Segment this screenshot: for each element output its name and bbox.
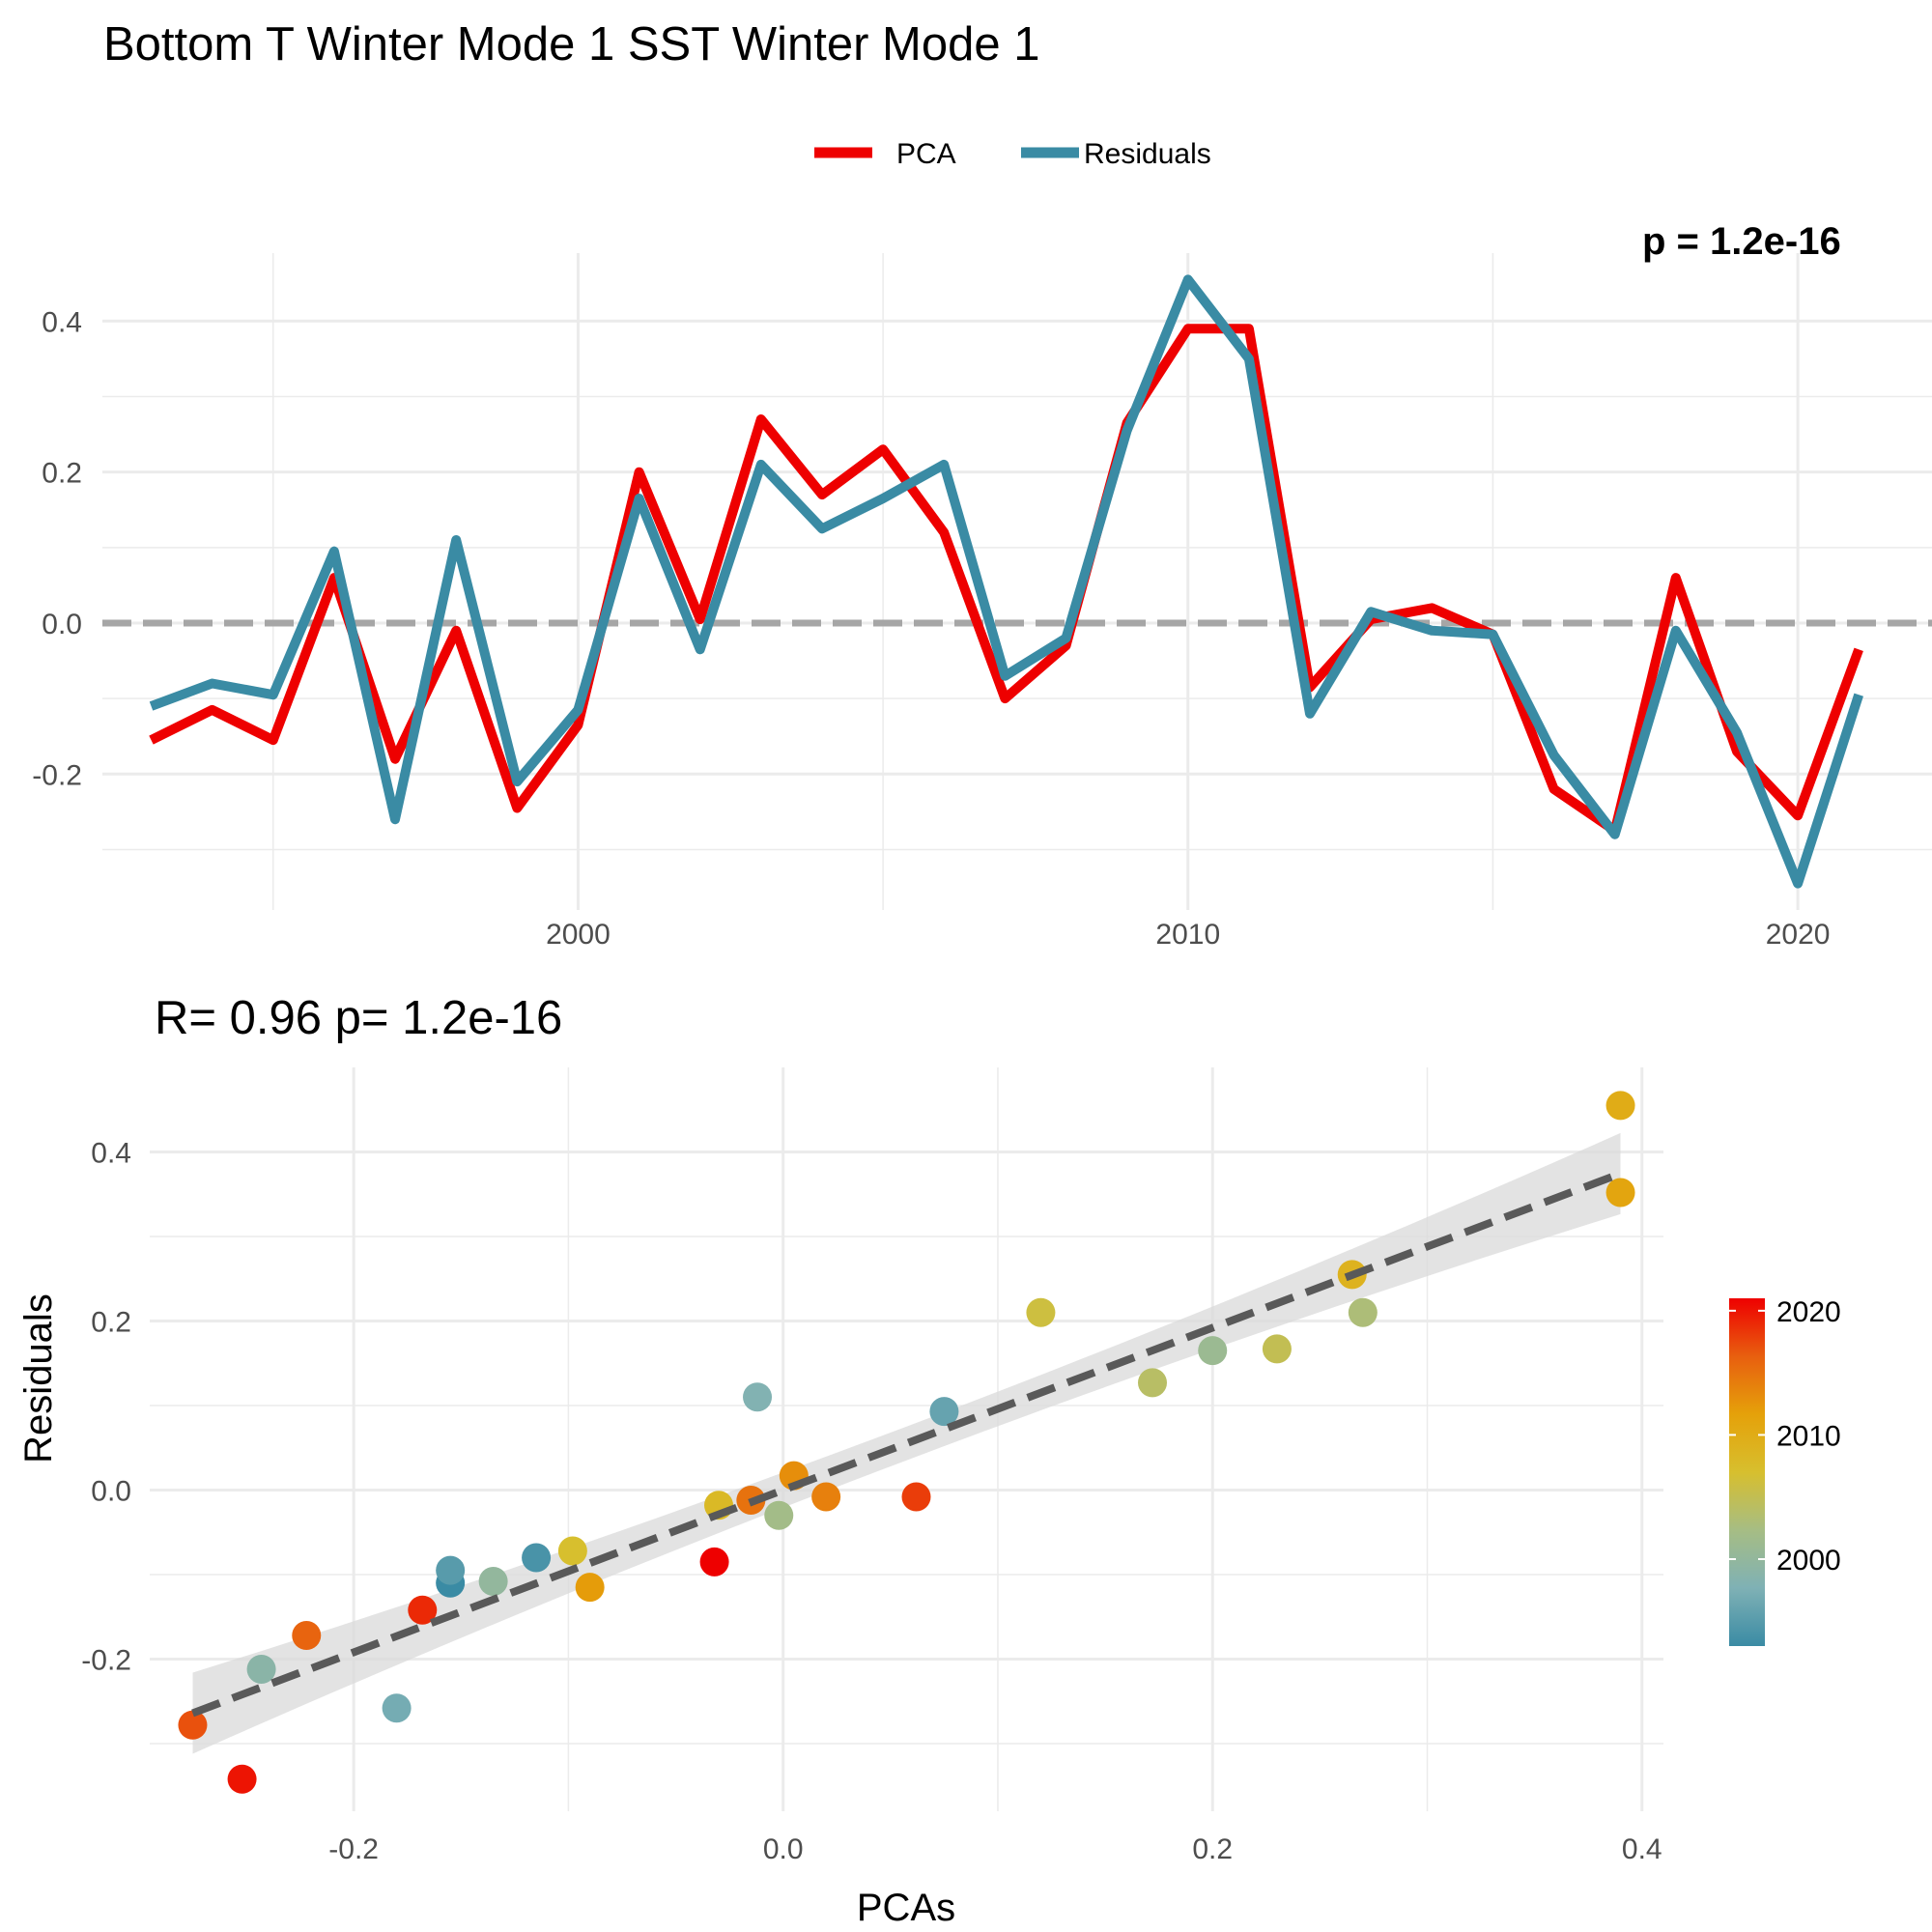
x-tick-label: 2000 bbox=[546, 919, 611, 951]
y-tick-label: 0.0 bbox=[91, 1476, 131, 1508]
scatter-point bbox=[1137, 1368, 1167, 1398]
time-series-grid bbox=[102, 253, 1932, 910]
scatter-point bbox=[575, 1573, 605, 1603]
x-tick-label: 2020 bbox=[1766, 919, 1831, 951]
scatter-point bbox=[246, 1655, 276, 1684]
y-tick-label: 0.4 bbox=[91, 1138, 131, 1170]
legend-item-pca: PCA bbox=[814, 138, 956, 170]
legend-label-residuals: Residuals bbox=[1084, 138, 1211, 170]
colorbar-tick-label: 2000 bbox=[1776, 1545, 1841, 1577]
scatter-point bbox=[478, 1567, 508, 1596]
scatter-point bbox=[436, 1555, 466, 1585]
legend-label-pca: PCA bbox=[896, 138, 956, 170]
scatter-point bbox=[178, 1710, 208, 1740]
y-tick-label: -0.2 bbox=[32, 759, 82, 791]
scatter-point bbox=[901, 1482, 931, 1512]
scatter-point bbox=[292, 1621, 322, 1650]
legend-item-residuals: Residuals bbox=[1021, 138, 1211, 170]
x-tick-label: 2010 bbox=[1155, 919, 1220, 951]
legend: PCA Residuals bbox=[814, 138, 1211, 170]
scatter-point bbox=[408, 1595, 438, 1625]
scatter-point bbox=[929, 1397, 959, 1427]
scatter-point bbox=[1262, 1334, 1292, 1364]
scatter-point bbox=[1026, 1297, 1056, 1327]
scatter-x-ticks: -0.2 0.0 0.2 0.4 bbox=[328, 1833, 1662, 1865]
fit-confidence-ribbon bbox=[192, 1132, 1621, 1754]
scatter-title: R= 0.96 p= 1.2e-16 bbox=[155, 992, 562, 1044]
y-tick-label: 0.2 bbox=[91, 1307, 131, 1339]
scatter-y-ticks: -0.2 0.0 0.2 0.4 bbox=[81, 1138, 131, 1677]
scatter-point bbox=[811, 1482, 841, 1512]
scatter-point bbox=[1605, 1091, 1635, 1121]
scatter-point bbox=[1605, 1178, 1635, 1208]
time-series-lines bbox=[149, 274, 1863, 889]
series-line-pca bbox=[149, 324, 1863, 836]
scatter-points bbox=[178, 1091, 1635, 1794]
scatter-point bbox=[743, 1382, 773, 1412]
x-tick-label: -0.2 bbox=[328, 1833, 379, 1865]
scatter-panel: R= 0.96 p= 1.2e-16 -0.2 0.0 0.2 0.4 -0.2 0.0… bbox=[17, 992, 1841, 1929]
time-series-corner-label: p = 1.2e-16 bbox=[1642, 220, 1841, 263]
scatter-y-axis-title: Residuals bbox=[17, 1293, 60, 1463]
y-tick-label: 0.0 bbox=[42, 609, 82, 640]
colorbar-tick-label: 2010 bbox=[1776, 1420, 1841, 1452]
colorbar-ticks: 2000 2010 2020 bbox=[1729, 1296, 1841, 1577]
colorbar-gradient bbox=[1729, 1298, 1765, 1646]
x-tick-label: 0.0 bbox=[763, 1833, 804, 1865]
time-series-y-ticks: -0.2 0.0 0.2 0.4 bbox=[32, 306, 82, 791]
x-tick-label: 0.4 bbox=[1622, 1833, 1662, 1865]
y-tick-label: 0.4 bbox=[42, 306, 82, 338]
colorbar: 2000 2010 2020 bbox=[1729, 1296, 1841, 1646]
scatter-point bbox=[1348, 1297, 1378, 1327]
series-line-residuals bbox=[149, 274, 1863, 889]
scatter-point bbox=[764, 1500, 794, 1530]
scatter-point bbox=[557, 1536, 587, 1566]
y-tick-label: 0.2 bbox=[42, 458, 82, 490]
scatter-x-axis-title: PCAs bbox=[857, 1887, 955, 1929]
scatter-point bbox=[227, 1764, 257, 1794]
confidence-ribbon bbox=[192, 1132, 1621, 1754]
scatter-point bbox=[1198, 1336, 1228, 1366]
figure-title: Bottom T Winter Mode 1 SST Winter Mode 1 bbox=[103, 18, 1040, 71]
scatter-point bbox=[699, 1547, 729, 1577]
y-tick-label: -0.2 bbox=[81, 1645, 131, 1677]
colorbar-tick-label: 2020 bbox=[1776, 1296, 1841, 1328]
scatter-point bbox=[382, 1693, 412, 1723]
x-tick-label: 0.2 bbox=[1192, 1833, 1233, 1865]
time-series-panel: p = 1.2e-16 -0.2 0.0 0.2 0.4 2000 2010 2020 bbox=[32, 220, 1932, 951]
time-series-x-ticks: 2000 2010 2020 bbox=[546, 919, 1830, 951]
scatter-point bbox=[522, 1543, 552, 1573]
